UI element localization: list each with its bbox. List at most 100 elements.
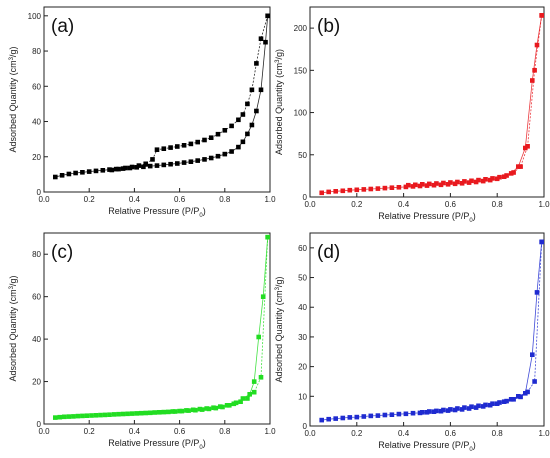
data-point [497,174,502,180]
x-tick-label: 1.0 [538,429,550,438]
x-axis-label: Relative Pressure (P/P0) [378,440,475,453]
data-point [154,163,160,168]
data-point [141,164,146,170]
data-point [152,410,157,415]
data-point [154,147,160,152]
data-point [168,161,173,167]
data-point [129,164,135,170]
chart-panel-4: 0.0 0.2 0.4 0.6 0.8 1.0 0 10 20 30 40 50 60 Relative … [274,232,550,453]
data-point [445,182,451,187]
data-point [215,153,221,159]
x-tick-label: 0.2 [351,200,363,209]
data-point [438,408,444,414]
data-point [511,170,516,175]
data-point [265,13,270,19]
panel-label: (b) [317,16,340,37]
data-point [466,180,472,185]
x-tick-label: 1.0 [264,427,276,436]
data-point [347,187,353,193]
data-point [66,171,72,177]
data-point [175,161,180,166]
data-point [375,186,381,191]
data-point [150,157,155,162]
data-point [245,396,250,401]
y-axis-label: Adsorbed Quantity (cm3/g) [8,47,18,153]
data-point [420,410,425,415]
data-point [195,139,200,145]
data-point [161,409,167,415]
data-point [258,87,264,93]
data-point [57,414,63,420]
data-point [403,411,409,417]
data-point [93,168,99,174]
data-point [403,184,409,190]
data-point [202,137,207,143]
data-point [240,139,246,145]
data-point [222,151,228,157]
data-point [347,415,353,420]
data-point [462,405,467,410]
data-point [539,13,544,18]
x-tick-label: 0.8 [219,195,231,204]
data-point [326,416,331,422]
data-point [170,409,176,414]
data-point [254,108,259,114]
data-point [120,411,126,417]
data-point [107,412,112,417]
plot-frame [309,232,545,427]
data-point [534,290,540,295]
y-axis-label: Adsorbed Quantity (cm3/g) [274,277,284,383]
data-point [181,160,187,165]
data-point [501,174,507,179]
x-tick-label: 0.0 [38,195,50,204]
data-point [441,180,446,186]
data-point [333,189,338,194]
data-point [129,411,135,416]
data-point [410,410,416,416]
data-point [473,179,479,185]
data-point [100,168,106,173]
y-tick-label: 20 [298,363,307,372]
data-point [490,401,495,406]
data-point [368,186,374,192]
y-tick-label: 60 [32,82,41,91]
data-point [483,402,488,408]
data-point [258,36,264,41]
data-point [326,189,331,195]
chart-panel-3: 0.0 0.2 0.4 0.6 0.8 1.0 0 20 40 60 80 Relative Pres… [8,232,276,451]
data-point [361,187,367,192]
data-point [448,407,453,412]
data-point [518,394,523,400]
data-point [361,414,367,419]
data-point [389,185,395,190]
data-point [459,181,465,186]
y-tick-label: 100 [294,109,308,118]
data-point [441,407,446,413]
data-point [455,179,460,185]
x-tick-label: 0.8 [219,427,231,436]
x-tick-label: 0.4 [398,429,410,438]
y-tick-label: 40 [32,335,41,344]
data-point [511,397,516,402]
data-point [190,407,196,413]
data-point [413,182,418,188]
x-tick-label: 0.2 [351,429,363,438]
data-point [80,170,85,175]
data-point [431,182,437,188]
data-point [181,143,187,148]
data-point [66,414,72,419]
data-point [466,406,472,411]
data-point [147,163,153,169]
data-point [382,412,388,418]
x-tick-label: 0.0 [304,429,316,438]
y-tick-label: 60 [298,244,307,253]
series-line-adsorption [321,241,543,421]
data-point [231,401,237,407]
data-point [195,158,200,163]
y-tick-label: 200 [294,24,308,33]
data-point [501,399,507,404]
data-point [530,78,535,83]
panel-label: (a) [51,16,74,37]
x-tick-label: 0.8 [492,429,504,438]
plot-frame [43,6,271,193]
